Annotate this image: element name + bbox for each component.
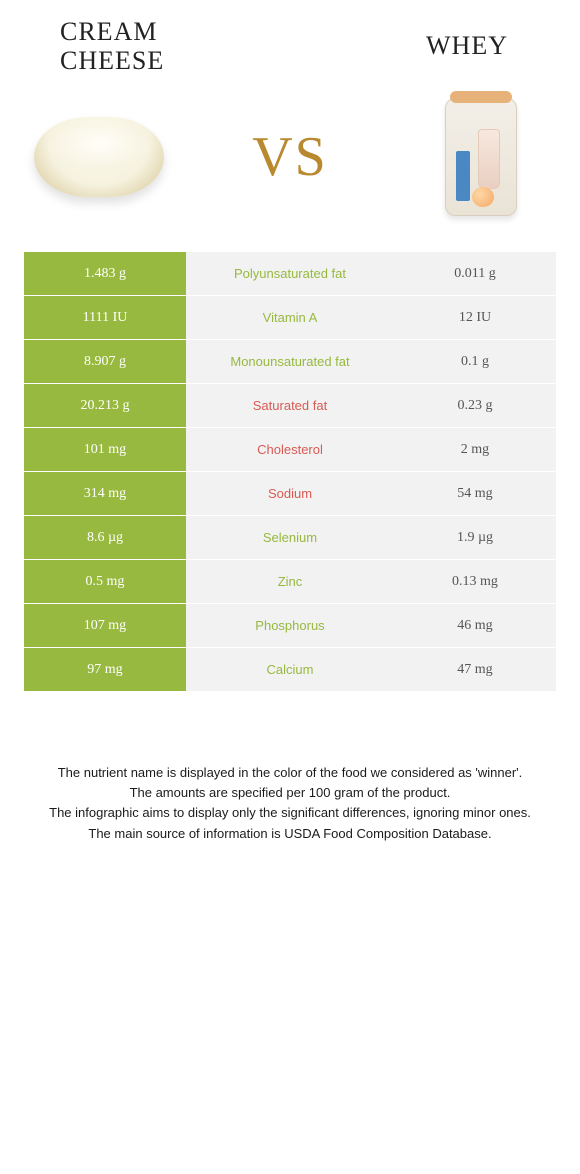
right-value-cell: 0.13 mg <box>394 560 556 603</box>
right-value-cell: 0.23 g <box>394 384 556 427</box>
right-value-cell: 46 mg <box>394 604 556 647</box>
nutrient-label-cell: Vitamin A <box>186 296 394 339</box>
nutrient-label-cell: Zinc <box>186 560 394 603</box>
nutrient-label-cell: Saturated fat <box>186 384 394 427</box>
right-value-cell: 0.011 g <box>394 252 556 295</box>
right-value-cell: 54 mg <box>394 472 556 515</box>
title-row: CREAMCHEESE WHEY <box>24 18 556 75</box>
left-value-cell: 1.483 g <box>24 252 186 295</box>
nutrient-label-cell: Polyunsaturated fat <box>186 252 394 295</box>
table-row: 20.213 gSaturated fat0.23 g <box>24 383 556 427</box>
nutrient-label-cell: Selenium <box>186 516 394 559</box>
nutrient-table: 1.483 gPolyunsaturated fat0.011 g1111 IU… <box>24 251 556 691</box>
right-food-title: WHEY <box>284 32 556 61</box>
left-value-cell: 0.5 mg <box>24 560 186 603</box>
right-value-cell: 12 IU <box>394 296 556 339</box>
table-row: 0.5 mgZinc0.13 mg <box>24 559 556 603</box>
right-value-cell: 2 mg <box>394 428 556 471</box>
table-row: 1.483 gPolyunsaturated fat0.011 g <box>24 251 556 295</box>
right-value-cell: 47 mg <box>394 648 556 691</box>
footer-line: The nutrient name is displayed in the co… <box>34 763 546 783</box>
footer-line: The infographic aims to display only the… <box>34 803 546 823</box>
nutrient-label-cell: Phosphorus <box>186 604 394 647</box>
infographic-container: CREAMCHEESE WHEY VS 1.483 gPolyunsaturat… <box>0 0 580 884</box>
table-row: 314 mgSodium54 mg <box>24 471 556 515</box>
left-value-cell: 20.213 g <box>24 384 186 427</box>
nutrient-label-cell: Sodium <box>186 472 394 515</box>
table-row: 8.907 gMonounsaturated fat0.1 g <box>24 339 556 383</box>
left-value-cell: 101 mg <box>24 428 186 471</box>
footer-notes: The nutrient name is displayed in the co… <box>24 763 556 844</box>
left-food-image <box>24 87 174 227</box>
left-value-cell: 107 mg <box>24 604 186 647</box>
vs-label: VS <box>252 125 328 189</box>
left-value-cell: 97 mg <box>24 648 186 691</box>
table-row: 101 mgCholesterol2 mg <box>24 427 556 471</box>
right-value-cell: 1.9 µg <box>394 516 556 559</box>
images-row: VS <box>24 87 556 227</box>
left-value-cell: 314 mg <box>24 472 186 515</box>
nutrient-label-cell: Calcium <box>186 648 394 691</box>
nutrient-label-cell: Cholesterol <box>186 428 394 471</box>
footer-line: The amounts are specified per 100 gram o… <box>34 783 546 803</box>
table-row: 1111 IUVitamin A12 IU <box>24 295 556 339</box>
right-food-image <box>406 87 556 227</box>
table-row: 97 mgCalcium47 mg <box>24 647 556 691</box>
nutrient-label-cell: Monounsaturated fat <box>186 340 394 383</box>
table-row: 8.6 µgSelenium1.9 µg <box>24 515 556 559</box>
left-value-cell: 1111 IU <box>24 296 186 339</box>
left-food-title: CREAMCHEESE <box>24 18 284 75</box>
left-value-cell: 8.6 µg <box>24 516 186 559</box>
whey-icon <box>445 98 517 216</box>
table-row: 107 mgPhosphorus46 mg <box>24 603 556 647</box>
right-value-cell: 0.1 g <box>394 340 556 383</box>
left-value-cell: 8.907 g <box>24 340 186 383</box>
footer-line: The main source of information is USDA F… <box>34 824 546 844</box>
cream-cheese-icon <box>34 117 164 197</box>
